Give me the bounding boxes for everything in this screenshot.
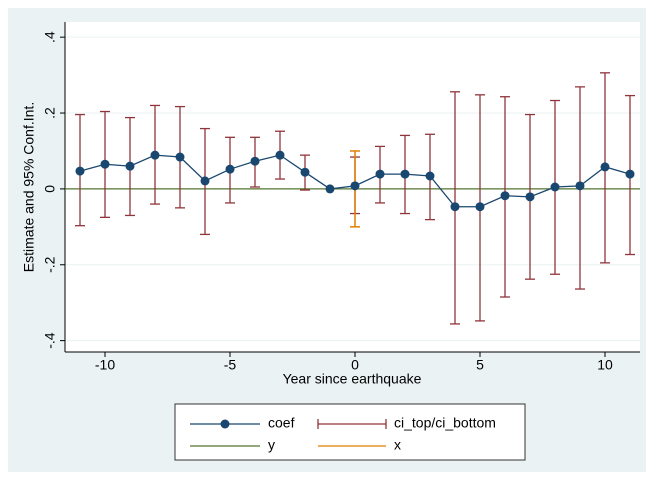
coef-point xyxy=(150,150,160,160)
coef-point xyxy=(300,167,310,177)
legend-label: coef xyxy=(268,415,295,431)
coef-point xyxy=(450,202,460,212)
coef-point xyxy=(475,202,485,212)
coef-point xyxy=(75,166,85,176)
y-tick-label: 0 xyxy=(42,185,58,193)
coef-point xyxy=(200,176,210,186)
y-tick-label: -.2 xyxy=(42,256,58,273)
coef-point xyxy=(375,169,385,179)
coef-point xyxy=(350,181,360,191)
legend-label: x xyxy=(394,437,401,453)
y-axis-title: Estimate and 95% Conf.Int. xyxy=(21,102,37,272)
coef-point xyxy=(100,159,110,169)
coef-point xyxy=(275,150,285,160)
y-tick-label: .4 xyxy=(42,31,58,43)
x-tick-label: 5 xyxy=(476,357,484,373)
x-tick-label: -10 xyxy=(95,357,115,373)
coef-point xyxy=(525,192,535,202)
y-tick-label: .2 xyxy=(42,107,58,119)
y-tick-label: -.4 xyxy=(42,332,58,349)
coef-point xyxy=(250,156,260,166)
legend-label: ci_top/ci_bottom xyxy=(394,415,496,431)
coef-point xyxy=(500,191,510,201)
coef-point xyxy=(625,169,635,179)
x-tick-label: 10 xyxy=(597,357,613,373)
coef-point xyxy=(425,171,435,181)
x-tick-label: 0 xyxy=(351,357,359,373)
coef-point xyxy=(325,184,335,194)
legend-box xyxy=(174,403,526,461)
legend-marker xyxy=(220,419,230,429)
coef-point xyxy=(575,181,585,191)
x-tick-label: -5 xyxy=(224,357,237,373)
coef-point xyxy=(225,164,235,174)
x-axis-title: Year since earthquake xyxy=(283,371,422,387)
coef-point xyxy=(600,162,610,172)
coef-point xyxy=(550,182,560,192)
legend-label: y xyxy=(268,437,275,453)
coef-point xyxy=(175,152,185,162)
coef-point xyxy=(125,161,135,171)
coef-point xyxy=(400,169,410,179)
